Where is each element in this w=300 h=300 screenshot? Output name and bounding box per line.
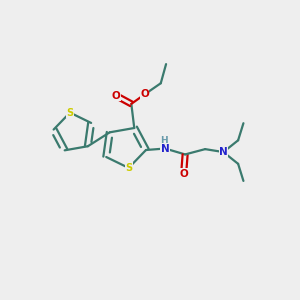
Text: O: O bbox=[112, 91, 120, 100]
Text: O: O bbox=[140, 89, 149, 99]
Text: S: S bbox=[66, 108, 74, 118]
Text: N: N bbox=[219, 147, 228, 157]
Text: H: H bbox=[160, 136, 167, 145]
Text: N: N bbox=[161, 143, 170, 154]
Text: S: S bbox=[125, 163, 132, 173]
Text: O: O bbox=[179, 169, 188, 178]
